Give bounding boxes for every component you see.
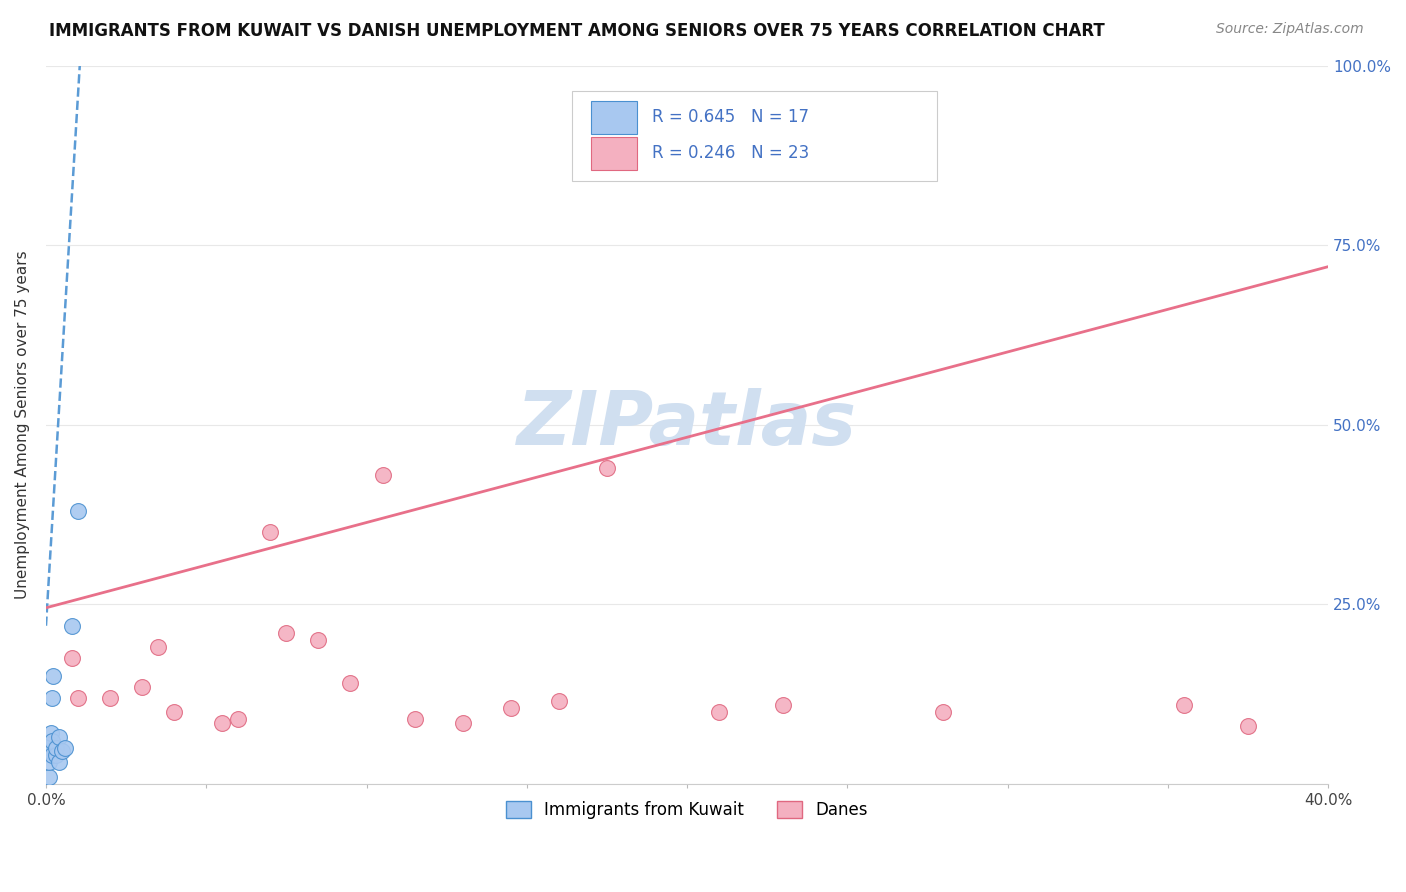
Point xyxy=(39,726,62,740)
Point xyxy=(53,740,76,755)
Point xyxy=(51,744,73,758)
Text: R = 0.645   N = 17: R = 0.645 N = 17 xyxy=(652,108,810,127)
Text: Source: ZipAtlas.com: Source: ZipAtlas.com xyxy=(1216,22,1364,37)
Point xyxy=(339,676,361,690)
Point xyxy=(547,694,569,708)
Point xyxy=(772,698,794,712)
Point xyxy=(131,680,153,694)
FancyBboxPatch shape xyxy=(591,136,637,169)
Text: ZIPatlas: ZIPatlas xyxy=(517,388,858,461)
FancyBboxPatch shape xyxy=(591,101,637,134)
Point xyxy=(932,705,955,719)
Point xyxy=(42,669,65,683)
Point xyxy=(371,467,394,482)
Point xyxy=(211,715,233,730)
Point xyxy=(307,633,329,648)
Point xyxy=(1237,719,1260,733)
Point xyxy=(45,747,67,762)
Point xyxy=(451,715,474,730)
Point xyxy=(45,740,67,755)
Point xyxy=(60,651,83,665)
Point xyxy=(66,690,89,705)
Point xyxy=(226,712,249,726)
Point xyxy=(1173,698,1195,712)
FancyBboxPatch shape xyxy=(572,91,936,180)
Point xyxy=(39,737,62,751)
Point xyxy=(499,701,522,715)
Text: IMMIGRANTS FROM KUWAIT VS DANISH UNEMPLOYMENT AMONG SENIORS OVER 75 YEARS CORREL: IMMIGRANTS FROM KUWAIT VS DANISH UNEMPLO… xyxy=(49,22,1105,40)
Point xyxy=(48,755,70,769)
Point xyxy=(259,525,281,540)
Point xyxy=(60,619,83,633)
Point xyxy=(38,744,60,758)
Point xyxy=(596,460,619,475)
Point xyxy=(707,705,730,719)
Point xyxy=(38,770,60,784)
Point xyxy=(98,690,121,705)
Y-axis label: Unemployment Among Seniors over 75 years: Unemployment Among Seniors over 75 years xyxy=(15,251,30,599)
Point xyxy=(41,747,63,762)
Point xyxy=(146,640,169,655)
Point xyxy=(163,705,186,719)
Point xyxy=(41,733,63,747)
Point xyxy=(66,504,89,518)
Point xyxy=(276,626,298,640)
Point xyxy=(38,755,60,769)
Legend: Immigrants from Kuwait, Danes: Immigrants from Kuwait, Danes xyxy=(499,794,875,826)
Point xyxy=(41,690,63,705)
Text: R = 0.246   N = 23: R = 0.246 N = 23 xyxy=(652,145,810,162)
Point xyxy=(404,712,426,726)
Point xyxy=(48,730,70,744)
